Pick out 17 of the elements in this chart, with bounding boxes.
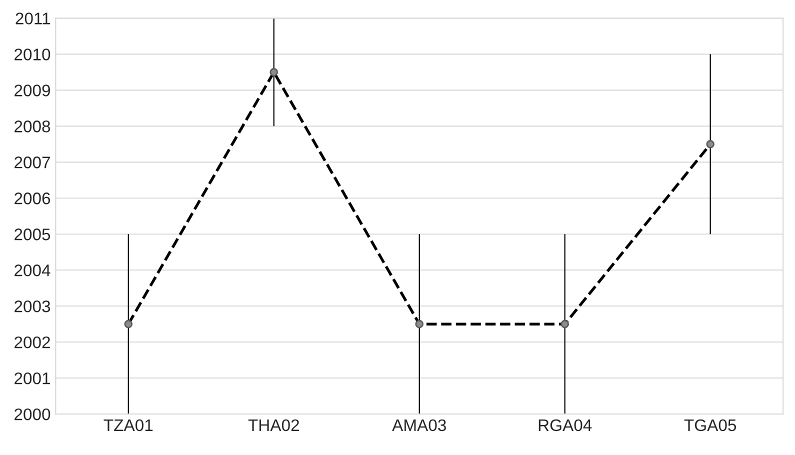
x-tick-label: TGA05 xyxy=(684,419,736,432)
x-tick-label: RGA04 xyxy=(538,419,592,432)
y-tick-label: 2010 xyxy=(14,48,50,60)
y-tick-label: 2009 xyxy=(14,84,50,96)
y-tick-label: 2007 xyxy=(14,156,50,168)
x-tick-label: TZA01 xyxy=(104,419,153,432)
x-tick-label: THA02 xyxy=(248,419,299,432)
y-tick-label: 2004 xyxy=(14,264,50,276)
y-tick-label: 2001 xyxy=(14,372,50,384)
y-tick-label: 2000 xyxy=(14,408,50,420)
y-tick-label: 2008 xyxy=(14,120,50,132)
y-tick-label: 2011 xyxy=(16,12,50,24)
y-tick-label: 2005 xyxy=(14,228,50,240)
y-tick-label: 2006 xyxy=(14,192,50,204)
y-tick-label: 2002 xyxy=(14,336,50,348)
y-tick-label: 2003 xyxy=(14,300,50,312)
x-tick-label: AMA03 xyxy=(392,419,446,432)
